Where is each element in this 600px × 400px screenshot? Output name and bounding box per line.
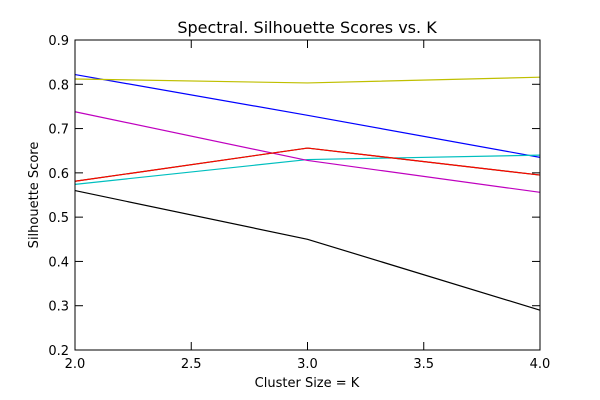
x-axis-label: Cluster Size = K	[255, 376, 360, 391]
x-tick-label: 3.0	[297, 357, 318, 372]
series-line-7	[74, 189, 541, 311]
series-line-1	[74, 73, 541, 158]
x-tick-label: 2.5	[181, 357, 202, 372]
y-axis-label: Silhouette Score	[27, 142, 42, 249]
y-axis: 0.2 0.3 0.4 0.5 0.6 0.7 0.8 0.9	[48, 34, 540, 359]
y-tick-label: 0.6	[48, 167, 69, 182]
plot-border	[74, 39, 541, 351]
y-tick-label: 0.4	[48, 255, 69, 270]
y-tick-label: 0.9	[48, 34, 69, 49]
y-tick-label: 0.5	[48, 211, 69, 226]
y-tick-label: 0.7	[48, 123, 69, 138]
y-tick-label: 0.3	[48, 300, 69, 315]
series-line-2	[74, 154, 541, 185]
chart-title: Spectral. Silhouette Scores vs. K	[177, 18, 437, 37]
series-line-6	[74, 147, 541, 182]
plot-area	[74, 39, 541, 351]
series-layer	[74, 73, 541, 311]
x-tick-label: 4.0	[530, 357, 551, 372]
x-tick-label: 2.0	[65, 357, 86, 372]
series-line-4	[74, 111, 541, 193]
y-tick-label: 0.2	[48, 344, 69, 359]
y-tick-label: 0.8	[48, 78, 69, 93]
series-line-3	[74, 76, 541, 84]
x-tick-label: 3.5	[413, 357, 434, 372]
